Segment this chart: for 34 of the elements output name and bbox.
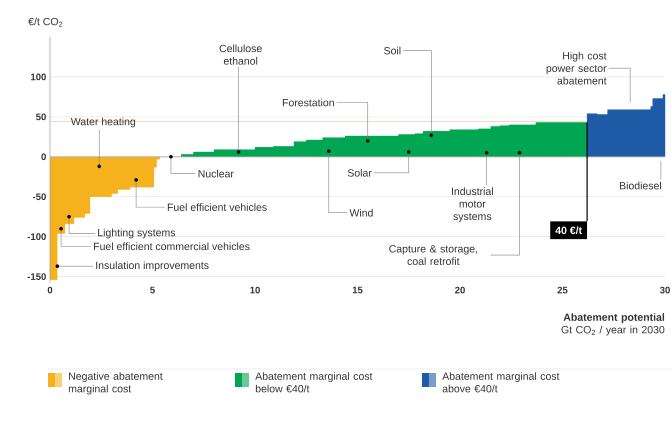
- annotation: Insulation improvements: [96, 261, 209, 272]
- annotation: Biodiesel: [620, 182, 661, 190]
- y-axis-title: €/t CO$_{2}$: [28, 18, 62, 27]
- x-tick-label: 5: [150, 286, 155, 294]
- annotation: Forestation: [282, 98, 334, 106]
- annotation: Solar: [348, 168, 372, 177]
- x-tick-label: 15: [352, 286, 363, 294]
- annotation: Soil: [384, 46, 400, 54]
- annotation: Industrial motor systems: [452, 187, 493, 222]
- annotation: High cost power sector abatement: [546, 52, 607, 85]
- x-tick-label: 30: [660, 286, 670, 294]
- annotation: Fuel efficient vehicles: [168, 203, 267, 211]
- y-tick-label: -150: [28, 273, 46, 280]
- annotation: Water heating: [70, 118, 136, 128]
- annotation: Fuel efficient commercial vehicles: [94, 242, 250, 250]
- y-tick-label: -100: [28, 233, 46, 240]
- x-tick-label: 0: [48, 286, 52, 294]
- y-tick-label: 50: [36, 113, 46, 120]
- y-tick-label: 0: [41, 153, 46, 160]
- annotation: Cellulose ethanol: [220, 44, 262, 65]
- x-axis-title: Abatement potential Gt CO$_{2}$ / year in 2030: [562, 313, 664, 336]
- x-tick-label: 20: [455, 286, 465, 294]
- annotation: Lighting systems: [98, 228, 176, 238]
- legend-label: Abatement marginal cost below €40/t: [255, 372, 372, 392]
- annotation: 40 €/t: [555, 226, 582, 234]
- y-tick-label: 100: [31, 74, 46, 80]
- y-tick-label: -50: [32, 193, 46, 200]
- x-tick-label: 10: [250, 286, 260, 294]
- annotation: Nuclear: [198, 170, 234, 178]
- annotation: Capture & storage, coal retrofit: [389, 245, 478, 266]
- x-tick-label: 25: [558, 286, 568, 294]
- legend-label: Negative abatement marginal cost: [68, 372, 163, 394]
- annotation: Wind: [349, 208, 373, 217]
- legend-label: Abatement marginal cost above €40/t: [442, 372, 560, 392]
